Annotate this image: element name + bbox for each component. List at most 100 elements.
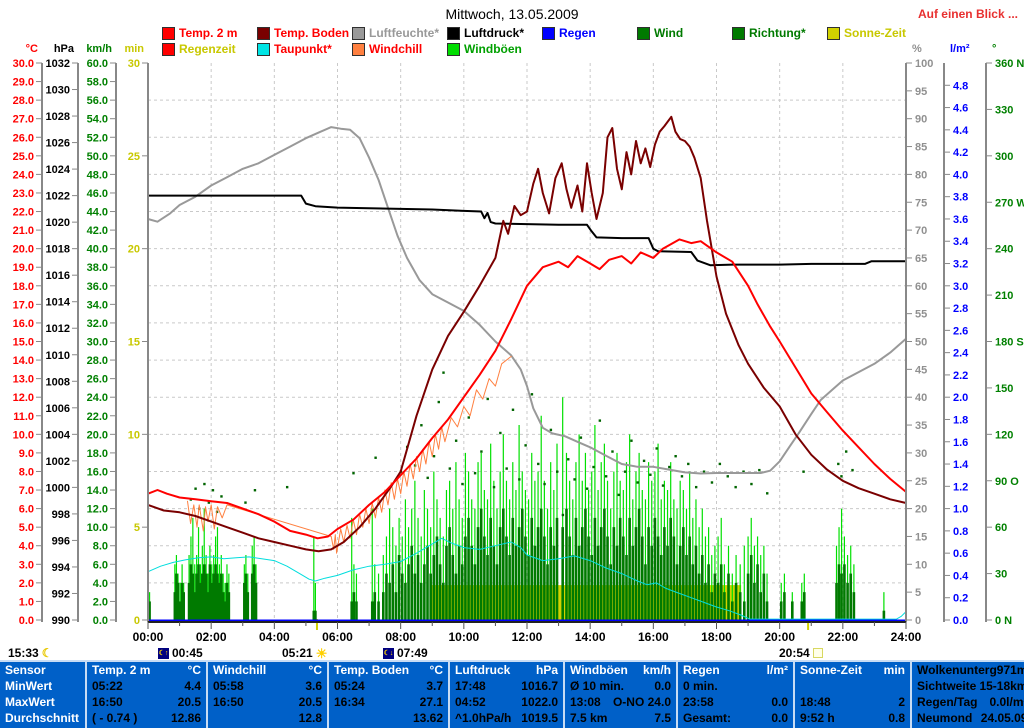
table-cell: MaxWert bbox=[5, 695, 55, 709]
axis-tick-label: 60 bbox=[995, 522, 1007, 534]
axis-tick-label: 0.0 bbox=[93, 615, 108, 627]
axis-tick-label: 54.0 bbox=[87, 114, 108, 126]
axis-tick-label: 1.6 bbox=[953, 437, 968, 449]
x-axis-label: 24:00 bbox=[891, 630, 922, 644]
legend-item: Wind bbox=[637, 26, 683, 40]
axis-tick-label: 1028 bbox=[46, 111, 70, 123]
axis-tick-label: 25.0 bbox=[13, 151, 34, 163]
axis-tick-label: 15 bbox=[128, 337, 140, 349]
table-row: Gesamt: 0.0 bbox=[678, 710, 793, 726]
wind-direction-dot bbox=[437, 400, 440, 404]
axis-tick-label: 1014 bbox=[46, 297, 71, 309]
rise-set-time: ☾↓ 07:49 bbox=[383, 646, 428, 660]
wind-direction-dot bbox=[352, 472, 355, 475]
table-row: 05:58 3.6 bbox=[208, 678, 327, 694]
legend-swatch-icon bbox=[732, 26, 745, 40]
legend-item: Taupunkt* bbox=[257, 42, 332, 56]
wind-direction-dot bbox=[742, 470, 745, 473]
table-cell: Sichtweite bbox=[917, 679, 977, 693]
table-column-regen: Regen l/m² 0 min. 23:58 0.0 Gesamt: 0.0 bbox=[678, 662, 793, 728]
table-cell-value: 13.62 bbox=[412, 711, 443, 725]
table-cell: ( - 0.74 ) bbox=[92, 711, 138, 725]
wind-direction-dot bbox=[758, 468, 761, 472]
axis-tick-label: 21.0 bbox=[13, 225, 34, 237]
wind-direction-dot bbox=[374, 456, 377, 459]
series-temp-boden bbox=[147, 115, 907, 553]
axis-tick-label: 35 bbox=[915, 420, 927, 432]
table-row: Neumond 24.05.09 bbox=[912, 710, 1024, 726]
legend-swatch-icon bbox=[352, 42, 365, 56]
axis-tick-label: 150 bbox=[995, 383, 1013, 395]
axis-tick-label: 45 bbox=[915, 364, 927, 376]
axis-tick-label: 1006 bbox=[46, 403, 70, 415]
legend-item: Luftfeuchte* bbox=[352, 26, 439, 40]
axis-tick-label: 5.0 bbox=[19, 522, 34, 534]
legend-swatch-icon bbox=[257, 42, 270, 56]
table-cell: Windchill bbox=[213, 663, 267, 677]
axis-tick-label: 13.0 bbox=[13, 374, 34, 386]
table-cell-value: 12.86 bbox=[170, 711, 201, 725]
legend-swatch-icon bbox=[447, 26, 460, 40]
legend-label: Temp. Boden bbox=[274, 26, 350, 40]
rise-set-time: ☾↑ 00:45 bbox=[158, 646, 203, 660]
axis-tick-label: 40.0 bbox=[87, 244, 108, 256]
wind-direction-dot bbox=[420, 424, 423, 427]
legend-swatch-icon bbox=[827, 26, 840, 40]
wind-direction-dot bbox=[710, 481, 714, 484]
wind-direction-dot bbox=[586, 487, 589, 490]
axis-tick-label: 1024 bbox=[46, 164, 71, 176]
axis-tick-label: 90 bbox=[915, 114, 927, 126]
axis-tick-label: 2.0 bbox=[953, 392, 968, 404]
wind-direction-dot bbox=[203, 482, 206, 486]
axis-tick-label: 29.0 bbox=[13, 77, 34, 89]
axis-tick-label: 58.0 bbox=[87, 77, 108, 89]
table-row: 18:48 2 bbox=[795, 694, 910, 710]
axis-tick-label: 998 bbox=[52, 509, 70, 521]
table-row: MaxWert bbox=[0, 694, 85, 710]
legend-swatch-icon bbox=[162, 26, 175, 40]
wind-direction-dot bbox=[492, 485, 496, 489]
wind-direction-dot bbox=[592, 465, 595, 469]
table-row: ^1.0hPa/h 1019.5 bbox=[450, 710, 563, 726]
x-axis-label: 12:00 bbox=[512, 630, 543, 644]
table-row: 17:48 1016.7 bbox=[450, 678, 563, 694]
table-row: 12.8 bbox=[208, 710, 327, 726]
axis-tick-label: 1002 bbox=[46, 456, 70, 468]
rise-set-time: 05:21 ☀ bbox=[282, 646, 327, 660]
table-cell-value: 971m bbox=[996, 663, 1024, 677]
legend-swatch-icon bbox=[352, 26, 365, 40]
axis-tick-label: 95 bbox=[915, 86, 927, 98]
axis-tick-label: 40 bbox=[915, 392, 927, 404]
legend-item: Windchill bbox=[352, 42, 422, 56]
axis-tick-label: 27.0 bbox=[13, 114, 34, 126]
legend-swatch-icon bbox=[637, 26, 650, 40]
axis-tick-label: 9.0 bbox=[19, 448, 34, 460]
axis-tick-label: 1004 bbox=[46, 429, 71, 441]
axis-tick-label: 1010 bbox=[46, 350, 70, 362]
table-row: Windchill °C bbox=[208, 662, 327, 678]
wind-direction-dot bbox=[623, 470, 627, 473]
table-cell-value: 12.8 bbox=[298, 711, 322, 725]
legend-label: Windchill bbox=[369, 42, 423, 56]
table-cell-value: 20.5 bbox=[177, 695, 201, 709]
table-row: 7.5 km 7.5 bbox=[565, 710, 676, 726]
wind-direction-dot bbox=[448, 467, 452, 470]
axis-tick-label: 20 bbox=[128, 244, 140, 256]
axis-tick-label: 30.0 bbox=[13, 58, 34, 70]
axis-tick-label: 28.0 bbox=[87, 355, 108, 367]
wind-direction-dot bbox=[454, 439, 458, 442]
wind-direction-dot bbox=[573, 478, 576, 481]
wind-direction-dot bbox=[802, 470, 805, 473]
table-cell: 13:08 bbox=[570, 695, 601, 709]
page-title: Mittwoch, 13.05.2009 bbox=[445, 6, 579, 22]
table-column-sensor: Sensor MinWert MaxWert Durchschnitt bbox=[0, 662, 85, 728]
table-cell: 04:52 bbox=[455, 695, 486, 709]
axis-tick-label: 10 bbox=[915, 559, 927, 571]
moon-rise-icon: ☾↓ bbox=[383, 647, 394, 659]
table-row: 13.62 bbox=[329, 710, 448, 726]
table-row: 04:52 1022.0 bbox=[450, 694, 563, 710]
axis-tick-label: 1032 bbox=[46, 58, 70, 70]
axis-tick-label: 19.0 bbox=[13, 262, 34, 274]
quick-view-link[interactable]: Auf einen Blick ... bbox=[917, 7, 1018, 21]
